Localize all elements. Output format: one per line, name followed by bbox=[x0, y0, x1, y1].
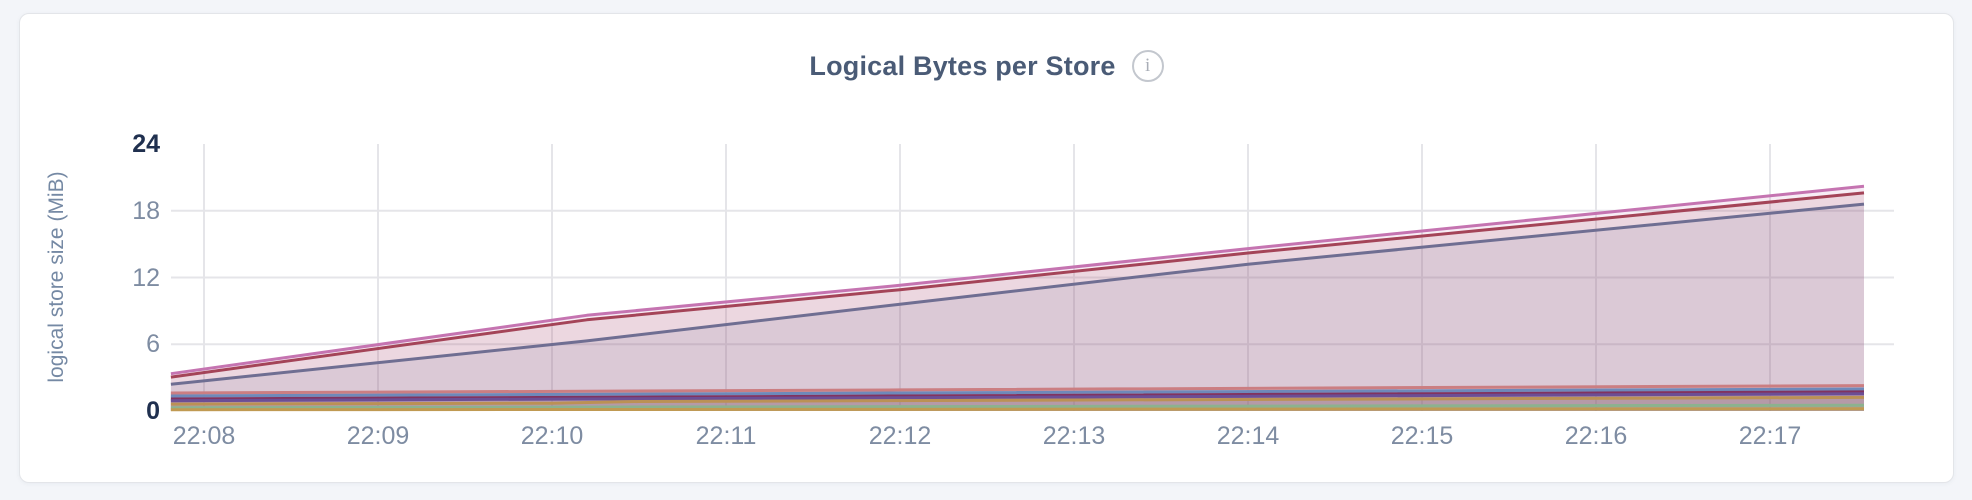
x-tick-label: 22:09 bbox=[346, 422, 410, 450]
series-line-s8 bbox=[170, 395, 1865, 406]
series-line-s7 bbox=[170, 392, 1865, 403]
x-tick-label: 22:17 bbox=[1738, 422, 1802, 450]
series-line-s5 bbox=[170, 387, 1865, 398]
y-tick-label: 6 bbox=[146, 330, 160, 359]
x-tick-label: 22:12 bbox=[868, 422, 932, 450]
series-line-s3 bbox=[170, 202, 1865, 386]
chart-header: Logical Bytes per Store i bbox=[20, 50, 1953, 82]
y-axis-label: logical store size (MiB) bbox=[45, 171, 68, 383]
x-tick-label: 22:15 bbox=[1390, 422, 1454, 450]
plot-svg[interactable] bbox=[170, 144, 1894, 412]
series-area-s1 bbox=[170, 186, 1864, 411]
x-tick-label: 22:16 bbox=[1564, 422, 1628, 450]
series-line-s9 bbox=[170, 403, 1865, 410]
series-line-s4 bbox=[170, 384, 1865, 395]
series-area-s2 bbox=[170, 192, 1864, 411]
series-line-s6 bbox=[170, 390, 1865, 401]
x-tick-label: 22:14 bbox=[1216, 422, 1280, 450]
chart-title: Logical Bytes per Store bbox=[809, 50, 1116, 81]
series-line-s1 bbox=[170, 184, 1865, 376]
y-tick-label: 12 bbox=[132, 263, 160, 292]
info-icon[interactable]: i bbox=[1131, 50, 1164, 82]
x-tick-label: 22:11 bbox=[695, 422, 757, 450]
series-line-s2 bbox=[170, 191, 1865, 379]
series-line-s10 bbox=[170, 407, 1865, 412]
x-tick-label: 22:13 bbox=[1042, 422, 1106, 450]
x-tick-label: 22:10 bbox=[520, 422, 584, 450]
y-tick-label: 0 bbox=[146, 397, 160, 425]
y-tick-label: 18 bbox=[132, 196, 160, 225]
chart-card: Logical Bytes per Store i logical store … bbox=[19, 13, 1954, 483]
y-tick-label: 24 bbox=[132, 130, 160, 158]
series-area-s3 bbox=[170, 204, 1864, 411]
x-tick-label: 22:08 bbox=[172, 422, 236, 450]
